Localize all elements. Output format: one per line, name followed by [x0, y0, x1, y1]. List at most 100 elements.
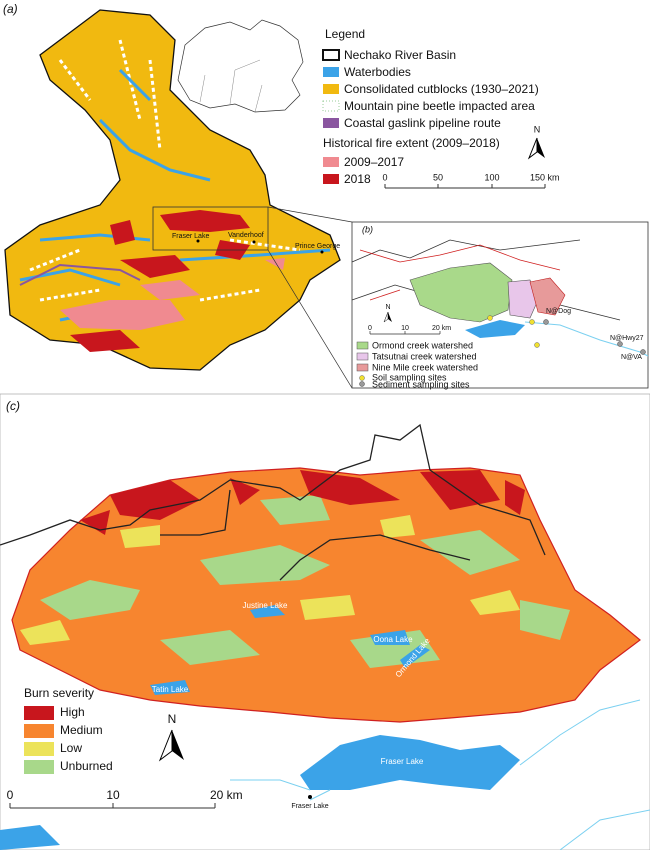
place-label: Vanderhoof: [228, 232, 264, 239]
fire-extent: [11, 467, 641, 723]
soil-site: [534, 342, 540, 348]
north-arrow: [537, 138, 545, 158]
scale-label: 0: [7, 788, 14, 802]
scale-bar: [9, 803, 216, 809]
zoom-lines: [267, 206, 353, 389]
town-dot: [308, 795, 312, 799]
river: [230, 699, 650, 850]
site-label: N@Dog: [546, 308, 571, 315]
legend-item: Medium: [60, 723, 103, 737]
fire-boundary: [359, 244, 561, 301]
north-arrow: [388, 312, 392, 322]
legend-item: Mountain pine beetle impacted area: [344, 99, 535, 113]
scale-label: 10: [106, 788, 120, 802]
north-label: N: [168, 712, 177, 726]
high: [80, 470, 525, 535]
sediment-site: [543, 319, 549, 325]
legend-title: Legend: [325, 27, 365, 41]
north-label: N: [385, 304, 390, 311]
legend-item: 2018: [344, 172, 371, 186]
town-label: Fraser Lake: [291, 803, 328, 810]
soil-site: [529, 319, 535, 325]
legend-item: Low: [60, 741, 82, 755]
ormond-watershed: [409, 262, 513, 323]
legend-title: Burn severity: [24, 686, 94, 700]
sediment-site: [617, 341, 623, 347]
legend-swatch: [323, 67, 339, 77]
legend-item: Sediment sampling sites: [372, 379, 470, 389]
scale-label: 10: [401, 325, 409, 332]
scale-label: 20 km: [432, 325, 451, 332]
site-label: N@VA: [621, 354, 642, 361]
scale-label: 0: [382, 172, 387, 182]
legend-item: Nine Mile creek watershed: [372, 362, 478, 372]
lake-label: Fraser Lake: [381, 757, 424, 766]
legend-item: Unburned: [60, 759, 113, 773]
scale-label: 50: [433, 172, 443, 182]
panel-label: (a): [3, 2, 18, 16]
north-arrow: [172, 730, 184, 760]
soil-site: [487, 315, 493, 321]
legend-swatch: [24, 742, 54, 756]
legend-item: Ormond creek watershed: [372, 340, 473, 350]
unburned: [40, 495, 570, 668]
legend-item: Coastal gaslink pipeline route: [344, 116, 501, 130]
waterbodies: [19, 68, 331, 322]
nine-mile-watershed: [529, 277, 566, 316]
lake-label: Justine Lake: [243, 601, 288, 610]
legend-swatch: [322, 49, 340, 61]
panel-label: (b): [362, 224, 373, 234]
scale-label: 150 km: [530, 172, 560, 182]
north-label: N: [534, 124, 541, 134]
legend-swatch: [323, 174, 339, 184]
lake-label: Oona Lake: [373, 635, 413, 644]
legend-item: High: [60, 705, 85, 719]
legend-swatch: [356, 352, 369, 361]
scale-bar: [384, 184, 546, 189]
legend-subtitle: Historical fire extent (2009–2018): [323, 136, 500, 150]
legend-swatch: [322, 100, 340, 112]
legend-item: Tatsutnai creek watershed: [372, 351, 477, 361]
canada-inset: [177, 19, 304, 113]
place-label: Prince George: [295, 243, 340, 250]
legend-item: Soil sampling sites: [372, 372, 447, 382]
lake: [465, 320, 525, 338]
place-dot: [252, 240, 256, 244]
sediment-site: [640, 349, 646, 355]
scale-label: 100: [484, 172, 499, 182]
lake: [0, 735, 520, 850]
legend-swatch: [323, 157, 339, 167]
scale-label: 20 km: [210, 788, 243, 802]
lake-label: Tatin Lake: [152, 685, 189, 694]
legend-swatch: [24, 706, 54, 720]
province-lines: [199, 59, 263, 113]
legend-swatch: [359, 381, 365, 387]
zoom-box: [152, 206, 269, 251]
scale-bar: [369, 331, 441, 335]
panel-label: (c): [6, 399, 20, 413]
legend-item: Nechako River Basin: [344, 48, 456, 62]
place-dot: [320, 250, 324, 254]
fire-2009-2017: [60, 258, 285, 330]
place-label: Fraser Lake: [172, 233, 209, 240]
legend-swatch: [24, 760, 54, 774]
watershed-boundary: [0, 423, 546, 581]
legend-swatch: [359, 375, 365, 381]
legend-swatch: [323, 118, 339, 128]
pipeline: [19, 263, 141, 286]
place-dot: [196, 239, 200, 243]
north-arrow: [527, 137, 538, 160]
pine-beetle-area: [29, 39, 301, 302]
site-label: N@Hwy27: [610, 335, 644, 342]
legend-item: 2009–2017: [344, 155, 404, 169]
fire-2018: [70, 210, 250, 352]
lake: [150, 605, 430, 695]
legend-item: Waterbodies: [344, 65, 411, 79]
scale-label: 0: [368, 325, 372, 332]
tatsutnai-watershed: [507, 279, 539, 319]
legend-swatch: [356, 363, 369, 372]
legend-swatch: [24, 724, 54, 738]
legend-swatch: [323, 84, 339, 94]
legend-item: Consolidated cutblocks (1930–2021): [344, 82, 539, 96]
